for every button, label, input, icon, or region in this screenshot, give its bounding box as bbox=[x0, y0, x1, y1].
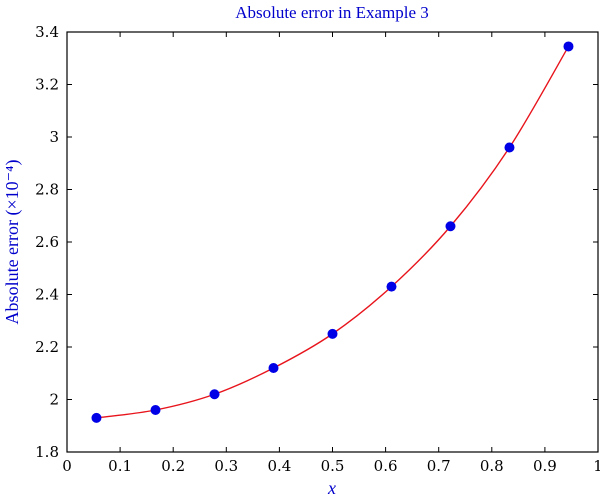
data-point bbox=[327, 328, 338, 339]
data-point bbox=[91, 412, 102, 423]
y-tick-label: 1.8 bbox=[35, 443, 59, 461]
series-line bbox=[96, 46, 570, 419]
y-tick-label: 3.4 bbox=[35, 23, 59, 41]
data-point bbox=[563, 41, 574, 52]
x-tick-label: 0.4 bbox=[267, 457, 291, 475]
data-point bbox=[268, 363, 279, 373]
y-tick-label: 2.4 bbox=[35, 286, 59, 304]
chart-title: Absolute error in Example 3 bbox=[235, 3, 429, 22]
x-tick-label: 0.8 bbox=[480, 457, 504, 475]
data-point bbox=[445, 221, 456, 232]
y-tick-label: 2 bbox=[49, 391, 59, 409]
x-tick-label: 0.3 bbox=[214, 457, 238, 475]
y-tick-label: 2.6 bbox=[35, 233, 59, 251]
data-point bbox=[150, 405, 161, 415]
data-point bbox=[504, 142, 515, 153]
y-tick-label: 3 bbox=[49, 128, 59, 146]
y-tick-label: 2.2 bbox=[35, 338, 59, 356]
x-axis-ticks: 0 0.1 0.2 0.3 0.4 0.5 0.6 0.7 0.8 0.9 1 bbox=[62, 32, 600, 475]
y-tick-label: 3.2 bbox=[35, 76, 59, 94]
x-tick-label: 0 bbox=[62, 457, 72, 475]
data-point bbox=[386, 281, 397, 292]
x-tick-label: 0.9 bbox=[533, 457, 557, 475]
series-markers bbox=[91, 41, 574, 423]
y-tick-label: 2.8 bbox=[35, 181, 59, 199]
x-tick-label: 0.2 bbox=[161, 457, 185, 475]
plot-frame bbox=[66, 31, 599, 453]
x-axis-label: x bbox=[327, 478, 336, 498]
x-tick-label: 1 bbox=[593, 457, 600, 475]
x-tick-label: 0.6 bbox=[374, 457, 398, 475]
x-tick-label: 0.1 bbox=[108, 457, 132, 475]
x-tick-label: 0.5 bbox=[321, 457, 345, 475]
y-axis-ticks: 1.8 2 2.2 2.4 2.6 2.8 3 3.2 3.4 bbox=[35, 23, 598, 461]
data-point bbox=[209, 389, 220, 400]
x-tick-label: 0.7 bbox=[427, 457, 451, 475]
y-axis-label: Absolute error (×10⁻⁴) bbox=[2, 160, 23, 325]
